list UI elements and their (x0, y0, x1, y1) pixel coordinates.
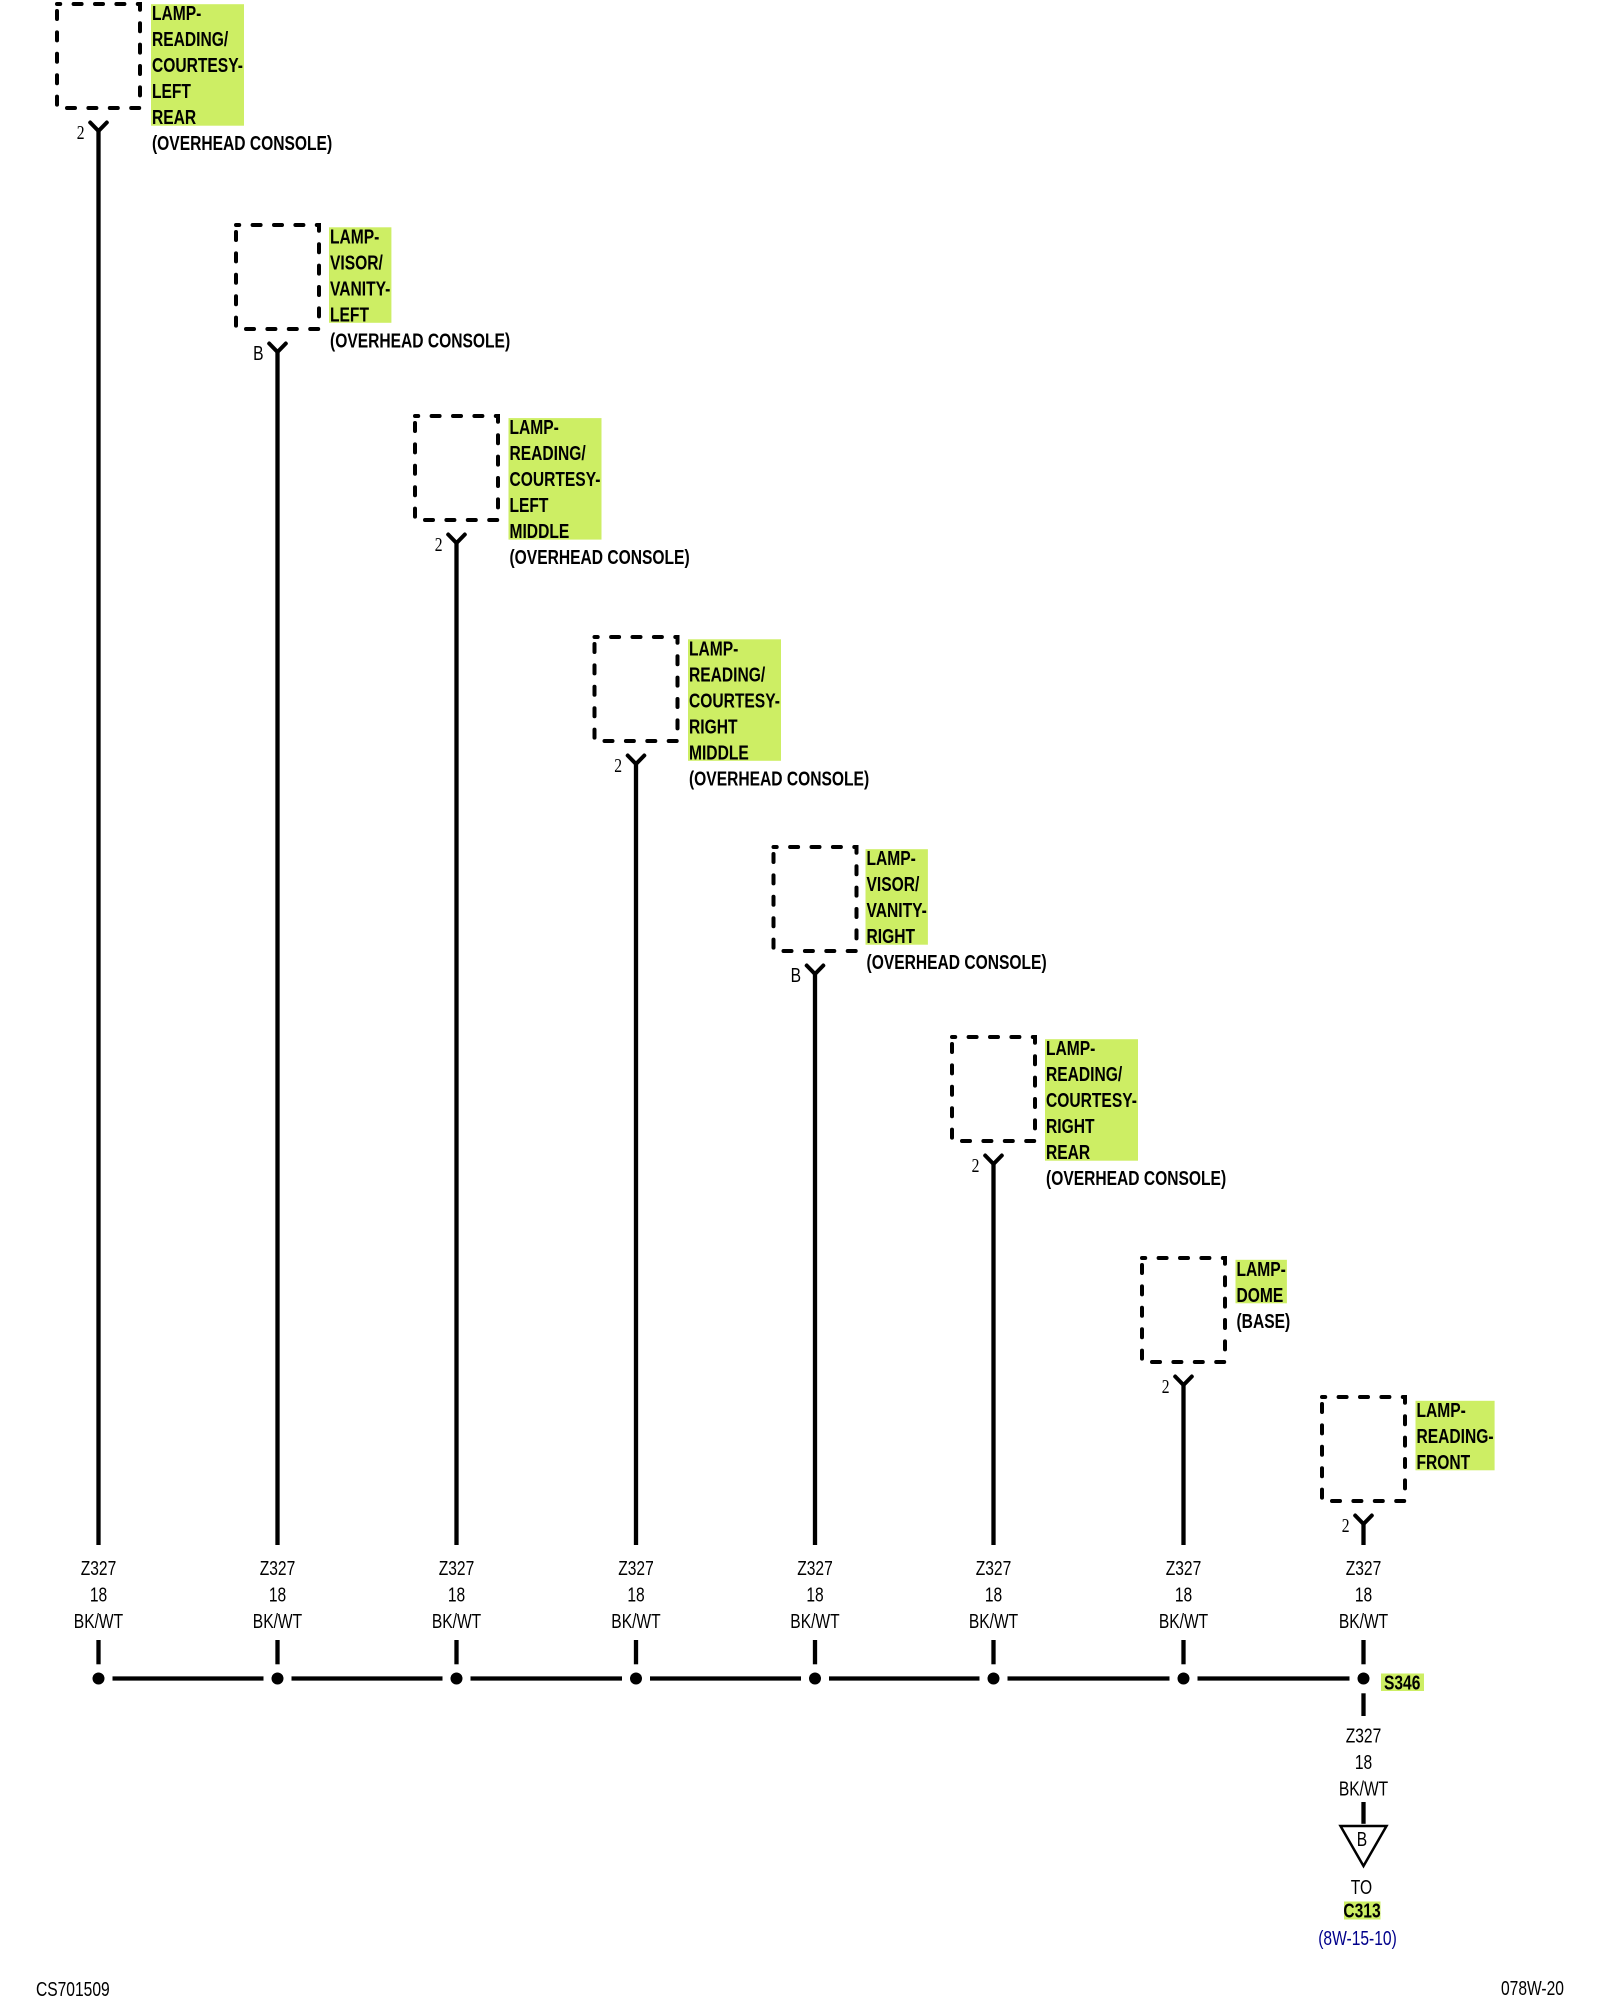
svg-text:COURTESY-: COURTESY- (689, 689, 780, 711)
svg-text:TO: TO (1351, 1876, 1372, 1898)
svg-text:BK/WT: BK/WT (253, 1610, 302, 1632)
svg-text:LAMP-: LAMP- (510, 416, 559, 438)
svg-text:LAMP-: LAMP- (152, 2, 201, 24)
svg-text:(BASE): (BASE) (1237, 1310, 1291, 1332)
svg-text:(OVERHEAD CONSOLE): (OVERHEAD CONSOLE) (152, 132, 332, 154)
svg-text:(8W-15-10): (8W-15-10) (1318, 1927, 1397, 1949)
svg-text:READING-: READING- (1417, 1425, 1494, 1447)
svg-text:Z327: Z327 (439, 1557, 475, 1579)
svg-text:Z327: Z327 (797, 1557, 833, 1579)
svg-text:18: 18 (90, 1584, 107, 1606)
svg-text:VANITY-: VANITY- (330, 277, 390, 299)
svg-text:Z327: Z327 (1346, 1725, 1382, 1747)
svg-text:BK/WT: BK/WT (611, 1610, 660, 1632)
svg-text:Z327: Z327 (976, 1557, 1012, 1579)
svg-text:Z327: Z327 (1346, 1557, 1382, 1579)
svg-text:REAR: REAR (1046, 1141, 1090, 1163)
svg-text:2: 2 (77, 121, 85, 143)
svg-text:BK/WT: BK/WT (1339, 1610, 1388, 1632)
svg-text:Z327: Z327 (1166, 1557, 1202, 1579)
svg-text:FRONT: FRONT (1417, 1451, 1471, 1473)
svg-text:BK/WT: BK/WT (74, 1610, 123, 1632)
svg-text:2: 2 (972, 1154, 980, 1176)
svg-text:18: 18 (1355, 1751, 1372, 1773)
svg-text:DOME: DOME (1237, 1284, 1284, 1306)
svg-text:B: B (253, 342, 263, 364)
svg-text:READING/: READING/ (1046, 1063, 1122, 1085)
svg-text:Z327: Z327 (260, 1557, 296, 1579)
svg-text:CS701509: CS701509 (36, 1978, 110, 2000)
svg-text:LAMP-: LAMP- (867, 847, 916, 869)
svg-text:C313: C313 (1343, 1900, 1380, 1922)
svg-text:BK/WT: BK/WT (432, 1610, 481, 1632)
svg-text:REAR: REAR (152, 106, 196, 128)
svg-text:LAMP-: LAMP- (689, 637, 738, 659)
svg-text:BK/WT: BK/WT (790, 1610, 839, 1632)
svg-text:S346: S346 (1384, 1671, 1420, 1693)
svg-text:Z327: Z327 (618, 1557, 654, 1579)
svg-text:RIGHT: RIGHT (867, 925, 916, 947)
svg-text:LAMP-: LAMP- (1237, 1258, 1286, 1280)
svg-text:18: 18 (269, 1584, 286, 1606)
svg-text:2: 2 (614, 754, 622, 776)
svg-text:COURTESY-: COURTESY- (1046, 1089, 1137, 1111)
svg-text:MIDDLE: MIDDLE (510, 520, 570, 542)
svg-text:LAMP-: LAMP- (1046, 1037, 1095, 1059)
svg-text:Z327: Z327 (81, 1557, 117, 1579)
svg-text:B: B (1357, 1828, 1367, 1850)
svg-text:LAMP-: LAMP- (330, 225, 379, 247)
svg-text:READING/: READING/ (152, 28, 228, 50)
svg-text:BK/WT: BK/WT (1339, 1778, 1388, 1800)
svg-text:2: 2 (1162, 1375, 1170, 1397)
svg-text:VANITY-: VANITY- (867, 899, 927, 921)
svg-text:BK/WT: BK/WT (969, 1610, 1018, 1632)
svg-text:(OVERHEAD CONSOLE): (OVERHEAD CONSOLE) (867, 951, 1047, 973)
svg-text:18: 18 (1175, 1584, 1192, 1606)
svg-text:18: 18 (1355, 1584, 1372, 1606)
svg-text:VISOR/: VISOR/ (330, 251, 383, 273)
svg-text:LEFT: LEFT (330, 303, 369, 325)
svg-text:READING/: READING/ (510, 442, 586, 464)
svg-text:(OVERHEAD CONSOLE): (OVERHEAD CONSOLE) (510, 546, 690, 568)
svg-text:2: 2 (1342, 1514, 1350, 1536)
svg-text:COURTESY-: COURTESY- (510, 468, 601, 490)
svg-text:18: 18 (627, 1584, 644, 1606)
svg-text:18: 18 (806, 1584, 823, 1606)
svg-text:(OVERHEAD CONSOLE): (OVERHEAD CONSOLE) (1046, 1167, 1226, 1189)
svg-text:VISOR/: VISOR/ (867, 873, 920, 895)
svg-text:MIDDLE: MIDDLE (689, 741, 749, 763)
svg-text:18: 18 (985, 1584, 1002, 1606)
svg-text:(OVERHEAD CONSOLE): (OVERHEAD CONSOLE) (330, 329, 510, 351)
svg-text:BK/WT: BK/WT (1159, 1610, 1208, 1632)
svg-text:(OVERHEAD CONSOLE): (OVERHEAD CONSOLE) (689, 767, 869, 789)
svg-text:RIGHT: RIGHT (689, 715, 738, 737)
svg-text:COURTESY-: COURTESY- (152, 54, 243, 76)
svg-text:B: B (791, 964, 801, 986)
svg-text:078W-20: 078W-20 (1501, 1977, 1564, 1999)
svg-text:LEFT: LEFT (510, 494, 549, 516)
svg-text:READING/: READING/ (689, 663, 765, 685)
svg-text:18: 18 (448, 1584, 465, 1606)
svg-text:2: 2 (435, 533, 443, 555)
svg-text:RIGHT: RIGHT (1046, 1115, 1095, 1137)
svg-text:LEFT: LEFT (152, 80, 191, 102)
svg-text:LAMP-: LAMP- (1417, 1399, 1466, 1421)
